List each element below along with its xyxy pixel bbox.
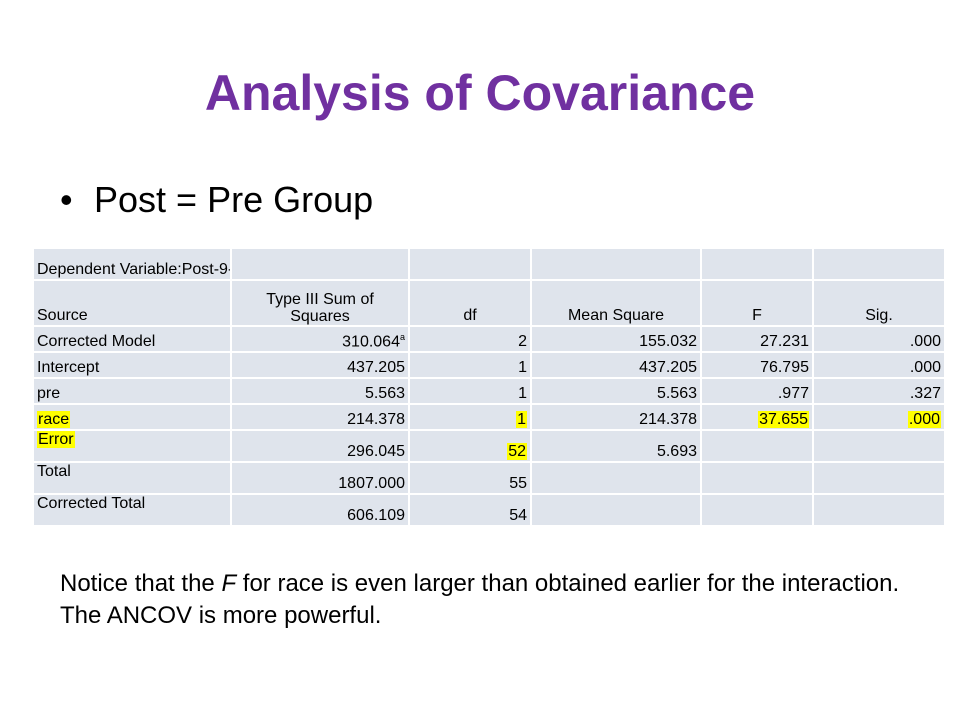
- row-df: 55: [408, 461, 532, 495]
- row-f: 27.231: [700, 325, 814, 353]
- row-ss: 296.045: [230, 429, 410, 463]
- table-row: Corrected Model 310.064a 2 155.032 27.23…: [32, 325, 946, 353]
- highlight-race: race: [37, 411, 71, 428]
- row-ss: 214.378: [230, 403, 410, 431]
- bullet-text: Post = Pre Group: [94, 179, 374, 220]
- row-source: pre: [32, 377, 232, 405]
- row-sig: .000: [812, 403, 946, 431]
- row-source: Total: [32, 461, 232, 495]
- table-caption-row: Dependent Variable:Post-9-11: [32, 247, 946, 281]
- row-ss: 606.109: [230, 493, 410, 527]
- table-row: pre 5.563 1 5.563 .977 .327: [32, 377, 946, 405]
- row-f: [700, 493, 814, 527]
- row-f: 76.795: [700, 351, 814, 379]
- highlight-error-df: 52: [507, 443, 527, 460]
- row-ss: 437.205: [230, 351, 410, 379]
- row-ms: 155.032: [530, 325, 702, 353]
- row-sig: [812, 493, 946, 527]
- row-f: 37.655: [700, 403, 814, 431]
- row-ss: 1807.000: [230, 461, 410, 495]
- table-row-race: race 214.378 1 214.378 37.655 .000: [32, 403, 946, 431]
- row-ms: 214.378: [530, 403, 702, 431]
- row-ms: [530, 493, 702, 527]
- bullet-dot-icon: •: [60, 179, 73, 220]
- table-row: Intercept 437.205 1 437.205 76.795 .000: [32, 351, 946, 379]
- table-header-row: Source Type III Sum of Squares df Mean S…: [32, 279, 946, 327]
- highlight-sig: .000: [907, 411, 941, 428]
- highlight-f: 37.655: [758, 411, 809, 428]
- row-sig: .327: [812, 377, 946, 405]
- row-df: 52: [408, 429, 532, 463]
- row-source: Corrected Total: [32, 493, 232, 527]
- col-header-df: df: [408, 279, 532, 327]
- row-df: 1: [408, 377, 532, 405]
- footnote-marker: a: [399, 331, 405, 342]
- row-df: 1: [408, 351, 532, 379]
- row-df: 2: [408, 325, 532, 353]
- row-f: [700, 461, 814, 495]
- col-header-ms: Mean Square: [530, 279, 702, 327]
- row-source: Corrected Model: [32, 325, 232, 353]
- slide-title: Analysis of Covariance: [204, 65, 756, 121]
- col-header-sig: Sig.: [812, 279, 946, 327]
- row-ms: 5.693: [530, 429, 702, 463]
- highlight-error: Error: [37, 431, 75, 448]
- table-row: Corrected Total 606.109 54: [32, 493, 946, 527]
- row-f: .977: [700, 377, 814, 405]
- dependent-variable-caption: Dependent Variable:Post-9-11: [32, 247, 232, 281]
- f-statistic-symbol: F: [221, 570, 237, 597]
- row-sig: .000: [812, 325, 946, 353]
- row-sig: [812, 461, 946, 495]
- row-ms: 437.205: [530, 351, 702, 379]
- row-f: [700, 429, 814, 463]
- row-ss: 5.563: [230, 377, 410, 405]
- ancova-table: Dependent Variable:Post-9-11 Source Type…: [32, 247, 946, 527]
- row-sig: [812, 429, 946, 463]
- row-ms: [530, 461, 702, 495]
- row-ss: 310.064a: [230, 325, 410, 353]
- row-df: 1: [408, 403, 532, 431]
- row-source: Error: [32, 429, 232, 463]
- row-source: race: [32, 403, 232, 431]
- col-header-ss: Type III Sum of Squares: [230, 279, 410, 327]
- table-row: Total 1807.000 55: [32, 461, 946, 495]
- highlight-df: 1: [516, 411, 527, 428]
- row-ms: 5.563: [530, 377, 702, 405]
- table-row-error: Error 296.045 52 5.693: [32, 429, 946, 463]
- col-header-source: Source: [32, 279, 232, 327]
- col-header-f: F: [700, 279, 814, 327]
- row-source: Intercept: [32, 351, 232, 379]
- explanation-note: Notice that the F for race is even large…: [60, 570, 900, 629]
- bullet-item: • Post = Pre Group: [60, 178, 373, 222]
- row-sig: .000: [812, 351, 946, 379]
- row-df: 54: [408, 493, 532, 527]
